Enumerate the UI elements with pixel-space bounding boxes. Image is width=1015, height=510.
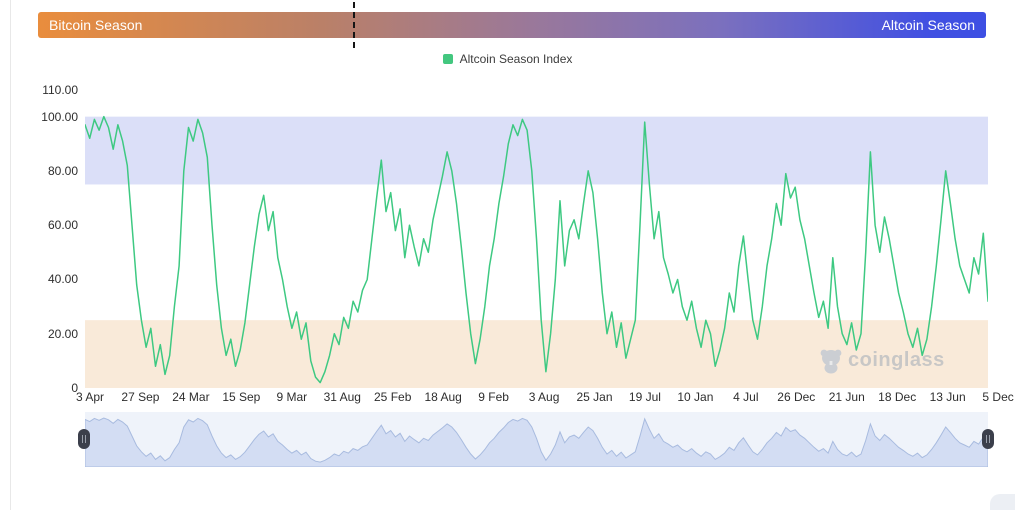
watermark: coinglass <box>819 347 945 374</box>
altcoin-season-zone <box>85 116 988 185</box>
x-tick-label: 27 Sep <box>121 390 160 404</box>
y-tick-label: 100.00 <box>41 109 78 124</box>
x-tick-label: 25 Jan <box>576 390 613 404</box>
x-tick-label: 26 Dec <box>777 390 816 404</box>
x-tick-label: 18 Dec <box>878 390 917 404</box>
y-axis: 110.00 100.00 80.00 60.00 40.00 20.00 0 <box>20 0 78 420</box>
next-section-corner <box>990 494 1015 510</box>
navigator-area <box>85 417 988 467</box>
chart-legend[interactable]: Altcoin Season Index <box>0 52 1015 66</box>
x-tick-label: 21 Jun <box>828 390 865 404</box>
grip-lines-icon <box>986 435 987 443</box>
legend-swatch-icon <box>442 54 453 64</box>
navigator-left-handle[interactable] <box>78 429 90 449</box>
y-tick-label: 110.00 <box>42 82 78 97</box>
x-tick-label: 13 Jun <box>929 390 966 404</box>
altcoin-season-label: Altcoin Season <box>881 17 975 33</box>
coinglass-logo-icon <box>820 349 842 374</box>
y-tick-label: 20.00 <box>47 326 78 341</box>
x-axis: 3 Apr 27 Sep 24 Mar 15 Sep 9 Mar 31 Aug 25 Feb… <box>0 390 1015 406</box>
range-navigator-track[interactable] <box>85 412 988 467</box>
x-tick-label: 31 Aug <box>323 390 361 404</box>
navigator-mini-chart <box>85 417 988 467</box>
x-tick-label: 9 Feb <box>478 390 509 404</box>
y-tick-label: 60.00 <box>47 218 78 233</box>
bitcoin-season-label: Bitcoin Season <box>49 17 143 33</box>
x-tick-label: 9 Mar <box>276 390 308 404</box>
x-tick-label: 25 Feb <box>374 390 412 404</box>
x-tick-label: 5 Dec <box>982 390 1014 404</box>
x-tick-label: 10 Jan <box>677 390 714 404</box>
x-tick-label: 15 Sep <box>222 390 261 404</box>
legend-label: Altcoin Season Index <box>459 52 573 66</box>
season-bands <box>85 116 988 388</box>
season-index-marker <box>352 2 355 48</box>
watermark-text: coinglass <box>848 349 945 371</box>
altcoin-index-series <box>85 115 988 384</box>
x-tick-label: 19 Jul <box>628 390 661 404</box>
season-gradient-bar: Bitcoin Season Altcoin Season <box>38 12 986 38</box>
y-tick-label: 40.00 <box>47 272 78 287</box>
x-tick-label: 4 Jul <box>733 390 759 404</box>
x-tick-label: 24 Mar <box>172 390 210 404</box>
x-tick-label: 3 Aug <box>528 390 560 404</box>
x-tick-label: 3 Apr <box>75 390 105 404</box>
y-tick-label: 0 <box>71 381 78 395</box>
grip-lines-icon <box>82 435 83 443</box>
x-tick-label: 18 Aug <box>424 390 462 404</box>
page-divider <box>10 0 11 510</box>
main-chart[interactable] <box>85 85 988 388</box>
y-tick-label: 80.00 <box>47 163 78 178</box>
navigator-right-handle[interactable] <box>982 429 994 449</box>
